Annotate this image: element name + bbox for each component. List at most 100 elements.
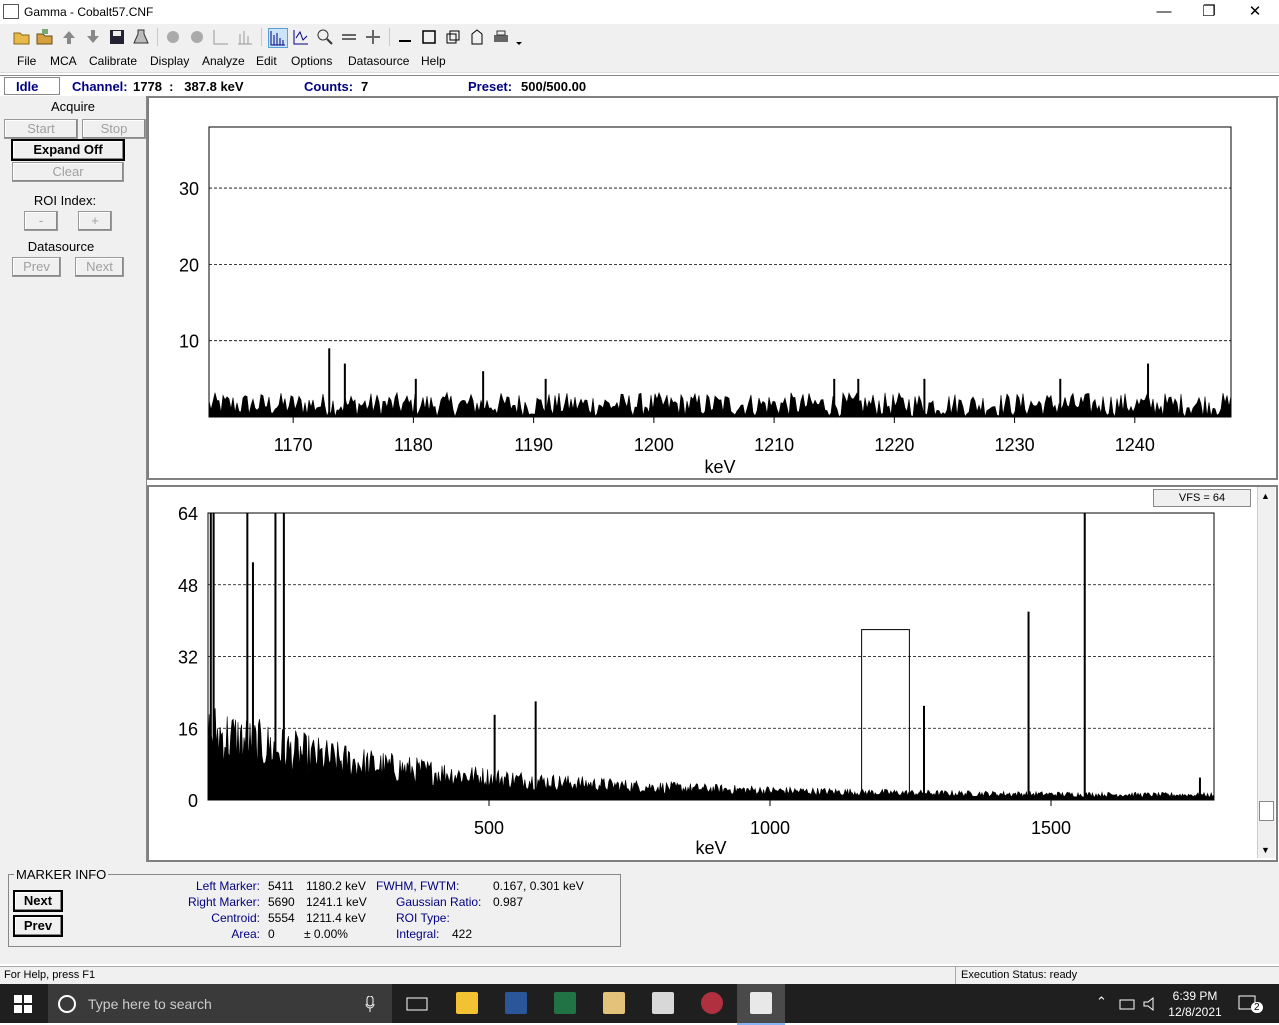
roi-type-label: ROI Type: (396, 911, 450, 925)
clear-button[interactable]: Clear (12, 162, 124, 182)
maximize-button[interactable]: ❐ (1202, 3, 1216, 20)
task-view-icon[interactable] (406, 996, 428, 1012)
fwhm-label: FWHM, FWTM: (376, 879, 460, 893)
upload-icon[interactable] (60, 28, 78, 46)
centroid-label: Centroid: (211, 911, 260, 925)
integral-value: 422 (452, 927, 473, 941)
scroll-down-icon[interactable]: ▼ (1261, 845, 1270, 855)
start-button[interactable]: Start (4, 119, 78, 139)
microphone-icon[interactable] (365, 996, 375, 1012)
open-datasource-icon[interactable] (36, 28, 54, 46)
prev-datasource-button[interactable]: Prev (12, 257, 61, 277)
menu-datasource[interactable]: Datasource (348, 54, 410, 68)
y-tick-label: 10 (179, 332, 199, 352)
menu-analyze[interactable]: Analyze (202, 54, 245, 68)
full-spectrum-chart[interactable]: 0 16 32 48 64 500 1000 1500 keV (149, 487, 1259, 860)
menu-edit[interactable]: Edit (256, 54, 277, 68)
counts-label: Counts: (304, 79, 354, 94)
next-datasource-button[interactable]: Next (75, 257, 124, 277)
roi-minus-button[interactable]: - (24, 211, 58, 231)
y-tick-label: 30 (179, 179, 199, 199)
properties-icon[interactable] (468, 28, 486, 46)
left-marker-channel: 5411 (268, 879, 294, 893)
graph-app-icon[interactable] (652, 992, 674, 1014)
expanded-spectrum-chart[interactable]: 10 20 30 1170 1180 1190 1200 1210 1220 1230 1240 ke… (149, 98, 1276, 478)
menu-options[interactable]: Options (291, 54, 333, 68)
x-tick-label: 1170 (274, 435, 313, 455)
spectrum-peak (923, 378, 926, 417)
minimize-view-icon[interactable] (396, 28, 414, 46)
right-marker-energy: 1241.1 keV (306, 895, 367, 909)
x-tick-label: 1180 (394, 435, 433, 455)
x-tick-label: 1500 (1031, 818, 1071, 838)
media-icon[interactable] (603, 992, 625, 1014)
maximize-view-icon[interactable] (420, 28, 438, 46)
roi-plus-button[interactable]: + (78, 211, 112, 231)
pixel-app-icon[interactable] (701, 992, 723, 1014)
baseline-icon[interactable] (212, 28, 230, 46)
channel-value: 1778 : 387.8 keV (133, 79, 244, 94)
spectrum-peak (923, 705, 926, 800)
word-icon[interactable] (505, 992, 527, 1014)
gamma-app-icon[interactable] (750, 992, 772, 1014)
menu-display[interactable]: Display (150, 54, 190, 68)
menu-mca[interactable]: MCA (50, 54, 77, 68)
vertical-scrollbar[interactable]: ▲ ▼ (1257, 487, 1275, 858)
compress-icon[interactable] (340, 28, 358, 46)
full-spectrum-panel[interactable]: 0 16 32 48 64 500 1000 1500 keV VFS = 64 ▲ ▼ (147, 485, 1278, 862)
x-tick-label: 1200 (634, 435, 674, 455)
window-title: Gamma - Cobalt57.CNF (24, 5, 154, 19)
vfs-indicator: VFS = 64 (1153, 489, 1251, 507)
peak-search-icon[interactable] (236, 28, 254, 46)
tray-chevron-icon[interactable]: ⌃ (1096, 994, 1107, 1009)
linear-scale-icon[interactable] (268, 28, 288, 48)
x-tick-label: 1000 (750, 818, 790, 838)
x-axis-label: keV (704, 457, 735, 477)
menu-calibrate[interactable]: Calibrate (89, 54, 138, 68)
stop-button[interactable]: Stop (82, 119, 146, 139)
toolbar-separator (157, 28, 158, 46)
integral-label: Integral: (396, 927, 440, 941)
help-hint: For Help, press F1 (4, 969, 96, 981)
area-uncertainty: ± 0.00% (304, 927, 348, 941)
prev-marker-button[interactable]: Prev (13, 915, 63, 937)
taskbar-clock[interactable]: 6:39 PM 12/8/2021 (1166, 988, 1224, 1020)
log-scale-icon[interactable] (292, 28, 310, 46)
preset-label: Preset: (468, 79, 513, 94)
file-explorer-icon[interactable] (456, 992, 478, 1014)
scroll-up-icon[interactable]: ▲ (1261, 491, 1270, 501)
menu-help[interactable]: Help (421, 54, 446, 68)
scroll-thumb[interactable] (1259, 801, 1274, 821)
volume-icon[interactable] (1142, 996, 1160, 1012)
dropdown-arrow-icon[interactable] (514, 28, 524, 46)
taskbar-search-box[interactable]: Type here to search (48, 984, 392, 1023)
flask-icon[interactable] (132, 28, 150, 46)
spectrum-peak (212, 513, 215, 800)
next-marker-button[interactable]: Next (13, 890, 63, 912)
save-icon[interactable] (108, 28, 126, 46)
print-icon[interactable] (492, 28, 510, 46)
spectrum-peak (246, 513, 249, 800)
y-tick-label: 32 (178, 648, 198, 668)
toolbar (0, 24, 1279, 50)
toolbar-separator (389, 28, 390, 46)
menu-file[interactable]: File (17, 54, 37, 68)
open-folder-icon[interactable] (13, 28, 31, 46)
expand-icon[interactable] (364, 28, 382, 46)
restore-view-icon[interactable] (444, 28, 462, 46)
search-icon (58, 995, 76, 1013)
expand-toggle-button[interactable]: Expand Off (11, 139, 125, 161)
start-acquire-icon[interactable] (164, 28, 182, 46)
clock-date: 12/8/2021 (1168, 1005, 1222, 1019)
search-placeholder: Type here to search (88, 996, 212, 1012)
stop-acquire-icon[interactable] (188, 28, 206, 46)
windows-start-icon[interactable] (14, 995, 32, 1013)
network-icon[interactable] (1118, 996, 1136, 1012)
minimize-button[interactable]: — (1156, 3, 1172, 20)
close-button[interactable]: ✕ (1248, 3, 1262, 20)
download-icon[interactable] (84, 28, 102, 46)
excel-icon[interactable] (554, 992, 576, 1014)
expanded-spectrum-panel[interactable]: 10 20 30 1170 1180 1190 1200 1210 1220 1230 1240 ke… (147, 96, 1278, 480)
spectrum-peak (209, 513, 212, 800)
zoom-icon[interactable] (316, 28, 334, 46)
